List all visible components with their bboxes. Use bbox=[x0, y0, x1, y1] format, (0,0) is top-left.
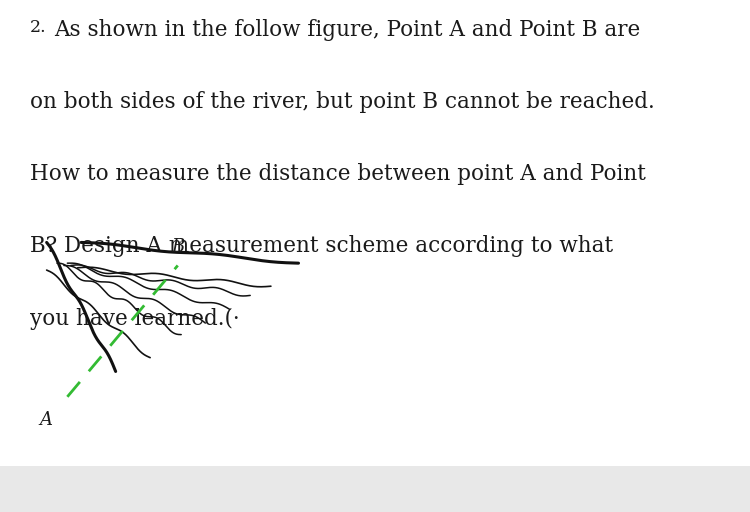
Text: on both sides of the river, but point B cannot be reached.: on both sides of the river, but point B … bbox=[30, 91, 655, 113]
Text: B? Design A measurement scheme according to what: B? Design A measurement scheme according… bbox=[30, 236, 613, 258]
Text: How to measure the distance between point A and Point: How to measure the distance between poin… bbox=[30, 163, 646, 185]
Text: 2.: 2. bbox=[30, 18, 46, 36]
Text: As shown in the follow figure, Point A and Point B are: As shown in the follow figure, Point A a… bbox=[54, 18, 640, 40]
Text: A: A bbox=[40, 411, 53, 429]
Text: B: B bbox=[171, 238, 184, 256]
Text: you have learned.(·: you have learned.(· bbox=[30, 308, 240, 330]
